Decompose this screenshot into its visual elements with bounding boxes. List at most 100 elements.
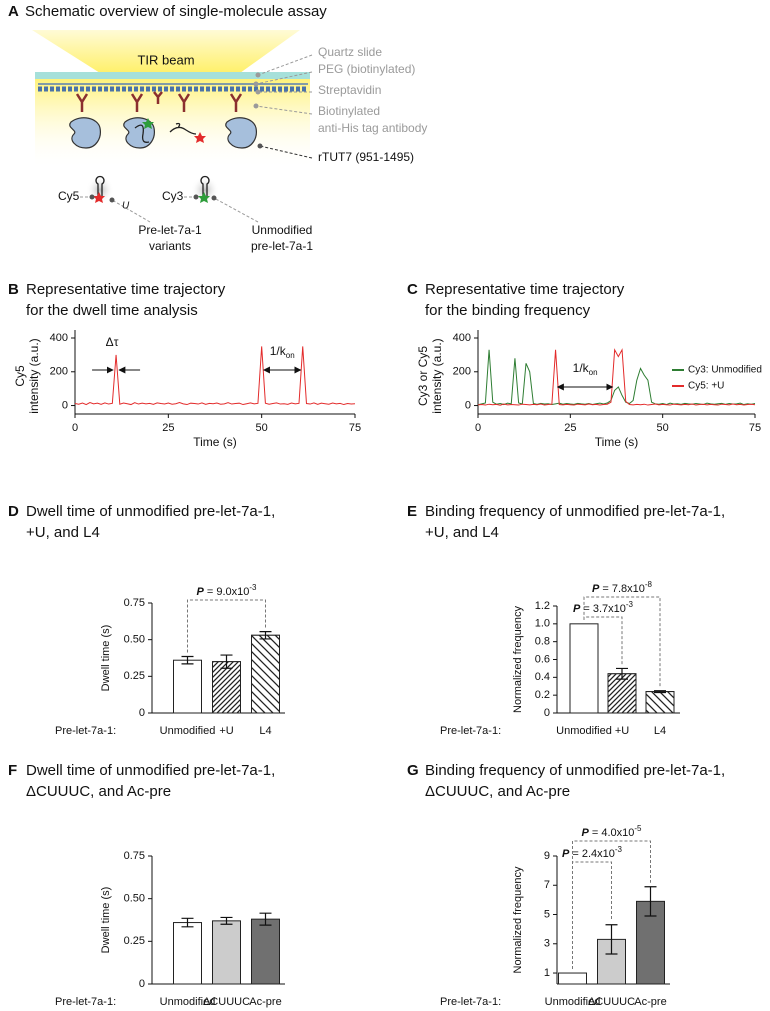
x-tick-label: Unmodified [545, 996, 601, 1008]
bar-hatch [251, 634, 280, 714]
panel-title: Dwell time of unmodified pre-let-7a-1, [26, 503, 275, 520]
panel-title: for the dwell time analysis [26, 302, 198, 319]
label-antibody: Biotinylated [318, 104, 380, 118]
panel-letter: G [407, 762, 419, 779]
legend-label: Cy5: +U [688, 381, 724, 392]
label-u: U [122, 201, 130, 212]
x-label-prefix: Pre-let-7a-1: [440, 996, 501, 1008]
label-variants: Pre-let-7a-1 [138, 223, 202, 237]
x-tick-label: +U [219, 725, 233, 737]
trace [477, 348, 756, 406]
x-tick-label: 0 [475, 422, 481, 434]
x-tick-label: L4 [259, 725, 271, 737]
error-bar [259, 631, 272, 640]
p-exp: -5 [634, 824, 642, 833]
y-tick-label: 200 [50, 366, 68, 378]
bar [251, 918, 280, 985]
interval-text: 1/k [270, 344, 287, 358]
p-exp: -8 [645, 580, 653, 589]
bar-hatch [212, 661, 241, 714]
y-tick-label: 1.2 [535, 600, 550, 612]
p-text: = 3.7x10 [583, 603, 626, 615]
p-value: P = 9.0x10-3 [197, 583, 258, 598]
significance-bracket [187, 599, 266, 653]
p-text: = 2.4x10 [572, 848, 615, 860]
label-peg: PEG (biotinylated) [318, 62, 415, 76]
y-tick-label: 0.8 [535, 636, 550, 648]
legend-label: Cy3: Unmodified [688, 365, 762, 376]
y-tick-label: 0.4 [535, 671, 550, 683]
panel-letter: B [8, 281, 19, 298]
p-value: P = 3.7x10-3 [573, 600, 634, 615]
y-tick-label: 0.50 [124, 634, 145, 646]
quartz-slide [35, 72, 310, 79]
label-enzyme: rTUT7 (951-1495) [318, 150, 414, 164]
panel-title: Representative time trajectory [425, 281, 625, 298]
p-exp: -3 [249, 583, 257, 592]
x-tick-label: ΔCUUUC [203, 996, 250, 1008]
p-symbol: P [573, 603, 581, 615]
y-tick-label: 3 [544, 938, 550, 950]
label-antibody: anti-His tag antibody [318, 121, 427, 135]
p-symbol: P [197, 586, 205, 598]
x-tick-label: Unmodified [160, 996, 216, 1008]
panel-letter: F [8, 762, 17, 779]
significance-bracket [583, 616, 623, 665]
y-tick-label: 0.6 [535, 653, 550, 665]
p-symbol: P [582, 827, 590, 839]
p-exp: -3 [615, 845, 623, 854]
beam-label: TIR beam [137, 52, 194, 67]
y-tick-label: 0.25 [124, 670, 145, 682]
error-bar [605, 924, 618, 955]
panel-title: Schematic overview of single-molecule as… [25, 3, 327, 20]
significance-bracket [572, 840, 651, 970]
x-tick-label: 75 [749, 422, 761, 434]
y-tick-label: 9 [544, 850, 550, 862]
x-tick-label: 25 [564, 422, 576, 434]
cy5-dye [93, 192, 105, 203]
interval-sub: on [589, 368, 598, 377]
y-axis-label: Cy3 or Cy5 [416, 346, 430, 406]
bar [173, 659, 202, 714]
error-bar [616, 667, 628, 680]
x-axis-label: Time (s) [193, 435, 237, 449]
y-axis-label: intensity (a.u.) [430, 338, 444, 413]
panel-title: Binding frequency of unmodified pre-let-… [425, 503, 725, 520]
p-exp: -3 [626, 600, 634, 609]
bar-hatch [607, 673, 637, 714]
x-tick-label: Ac-pre [634, 996, 666, 1008]
label-streptavidin: Streptavidin [318, 83, 381, 97]
interval-label: 1/kon [573, 361, 598, 377]
cy3-dye [142, 118, 154, 129]
interval-text: 1/k [573, 361, 590, 375]
y-axis-label: intensity (a.u.) [27, 338, 41, 413]
label-unmodified: pre-let-7a-1 [251, 239, 313, 253]
panel-title: for the binding frequency [425, 302, 591, 319]
schematic: A Schematic overview of single-molecule … [8, 3, 427, 253]
panel-title: +U, and L4 [425, 524, 499, 541]
x-tick-label: 25 [162, 422, 174, 434]
y-axis-label: Dwell time (s) [100, 625, 112, 692]
y-axis-label: Normalized frequency [512, 866, 524, 973]
label-variants: variants [149, 239, 191, 253]
cy5-dye [194, 132, 206, 143]
y-tick-label: 0 [62, 399, 68, 411]
error-bar [259, 912, 272, 926]
panel-letter: D [8, 503, 19, 520]
x-label-prefix: Pre-let-7a-1: [440, 725, 501, 737]
y-axis-label: Dwell time (s) [100, 887, 112, 954]
y-tick-label: 0 [465, 399, 471, 411]
y-tick-label: 0.50 [124, 893, 145, 905]
bar-hatch [645, 691, 675, 714]
p-value: P = 2.4x10-3 [562, 845, 623, 860]
y-tick-label: 200 [453, 366, 471, 378]
y-tick-label: 0.75 [124, 597, 145, 609]
panel-title: Binding frequency of unmodified pre-let-… [425, 762, 725, 779]
y-tick-label: 0 [544, 707, 550, 719]
y-tick-label: 400 [50, 332, 68, 344]
p-text: = 7.8x10 [602, 583, 645, 595]
bar [569, 623, 599, 714]
y-tick-label: 5 [544, 908, 550, 920]
y-tick-label: 0.25 [124, 935, 145, 947]
x-tick-label: 50 [256, 422, 268, 434]
